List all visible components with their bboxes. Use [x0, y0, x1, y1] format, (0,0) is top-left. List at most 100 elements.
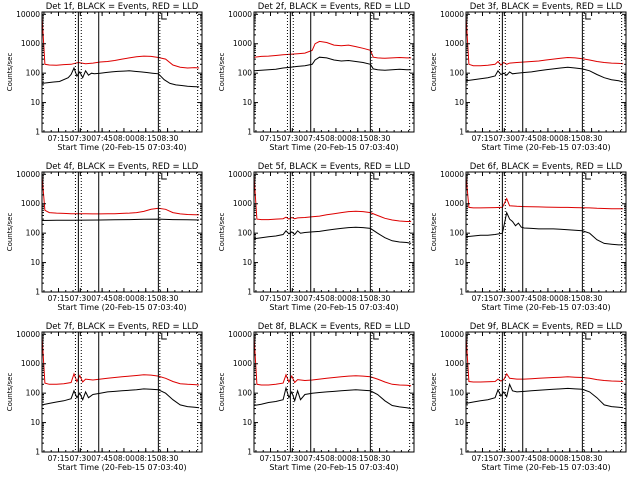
y-tick-label: 100	[238, 229, 253, 238]
y-tick-label: 10000	[228, 10, 252, 19]
y-tick-label: 1000	[445, 359, 464, 368]
state-flag-mark	[373, 13, 379, 20]
x-tick-label: 08:15	[135, 454, 157, 463]
x-tick-label: 08:30	[369, 454, 391, 463]
series-line-events	[41, 388, 200, 409]
y-tick-label: 10	[242, 418, 252, 427]
x-axis-label: Start Time (20-Feb-15 07:03:40)	[481, 463, 610, 472]
x-tick-label: 08:15	[135, 134, 157, 143]
panel-title: Det 5f, BLACK = Events, RED = LLD	[258, 162, 411, 172]
x-axis-label: Start Time (20-Feb-15 07:03:40)	[269, 143, 398, 152]
x-tick-label: 07:45	[303, 294, 325, 303]
panel-title: Det 8f, BLACK = Events, RED = LLD	[258, 322, 411, 332]
x-axis-label: Start Time (20-Feb-15 07:03:40)	[481, 143, 610, 152]
plot-frame	[253, 331, 415, 453]
x-tick-label: 07:45	[515, 294, 537, 303]
x-tick-label: 07:45	[91, 134, 113, 143]
y-axis-label: Counts/sec	[6, 53, 14, 92]
x-tick-label: 07:15	[48, 294, 70, 303]
x-tick-label: 07:30	[493, 454, 515, 463]
panel-title: Det 6f, BLACK = Events, RED = LLD	[470, 162, 623, 172]
y-axis-label: Counts/sec	[430, 53, 438, 92]
y-tick-label: 10000	[440, 170, 464, 179]
detector-panel-5: Det 5f, BLACK = Events, RED = LLD 1 10 100 1…	[218, 162, 415, 312]
x-tick-label: 07:15	[260, 134, 282, 143]
x-tick-label: 08:15	[347, 294, 369, 303]
x-tick-label: 08:15	[347, 134, 369, 143]
x-tick-label: 08:00	[325, 294, 347, 303]
y-tick-label: 1000	[445, 39, 464, 48]
x-tick-label: 08:15	[559, 454, 581, 463]
y-tick-label: 10	[242, 98, 252, 107]
series-line-lld	[41, 15, 200, 69]
x-axis-label: Start Time (20-Feb-15 07:03:40)	[269, 463, 398, 472]
y-tick-label: 10000	[16, 10, 40, 19]
y-tick-label: 1	[247, 288, 252, 297]
x-tick-label: 07:45	[91, 454, 113, 463]
x-tick-label: 07:30	[69, 134, 91, 143]
panel-title: Det 7f, BLACK = Events, RED = LLD	[46, 322, 199, 332]
y-tick-label: 1000	[233, 39, 252, 48]
state-flag-mark	[585, 13, 591, 20]
x-tick-label: 08:30	[581, 454, 603, 463]
x-tick-label: 08:00	[537, 134, 559, 143]
x-tick-label: 07:15	[472, 294, 494, 303]
x-axis-label: Start Time (20-Feb-15 07:03:40)	[57, 143, 186, 152]
x-tick-label: 08:00	[325, 454, 347, 463]
plot-frame	[465, 11, 627, 133]
x-tick-label: 08:00	[113, 294, 135, 303]
y-axis-label: Counts/sec	[6, 373, 14, 412]
y-tick-label: 1000	[445, 199, 464, 208]
x-tick-label: 07:30	[281, 134, 303, 143]
y-tick-label: 1	[247, 448, 252, 457]
y-axis-label: Counts/sec	[218, 373, 226, 412]
detector-panel-1: Det 1f, BLACK = Events, RED = LLD 1 10 100 1…	[6, 2, 203, 152]
series-line-lld	[253, 40, 412, 59]
y-tick-label: 1000	[21, 199, 40, 208]
y-axis-label: Counts/sec	[6, 213, 14, 252]
x-axis-label: Start Time (20-Feb-15 07:03:40)	[57, 463, 186, 472]
state-flag-mark	[161, 173, 167, 180]
x-tick-label: 07:15	[260, 294, 282, 303]
x-tick-label: 07:15	[48, 454, 70, 463]
detector-panel-6: Det 6f, BLACK = Events, RED = LLD 1 10 100 1…	[430, 162, 627, 312]
x-tick-label: 07:30	[281, 454, 303, 463]
y-tick-label: 10	[30, 258, 40, 267]
x-tick-label: 08:00	[537, 454, 559, 463]
x-tick-label: 08:30	[581, 134, 603, 143]
y-tick-label: 1000	[21, 359, 40, 368]
series-line-events	[253, 386, 412, 409]
series-line-events	[465, 382, 624, 409]
x-tick-label: 08:15	[135, 294, 157, 303]
y-axis-label: Counts/sec	[218, 53, 226, 92]
detector-panel-8: Det 8f, BLACK = Events, RED = LLD 1 10 100 1…	[218, 322, 415, 472]
series-line-lld	[41, 335, 200, 386]
x-tick-label: 08:30	[581, 294, 603, 303]
y-tick-label: 1	[35, 288, 40, 297]
plot-frame	[41, 331, 203, 453]
plot-frame	[41, 171, 203, 293]
panel-title: Det 9f, BLACK = Events, RED = LLD	[470, 322, 623, 332]
x-tick-label: 07:30	[69, 294, 91, 303]
plot-frame	[253, 171, 415, 293]
y-tick-label: 100	[26, 229, 41, 238]
panel-title: Det 1f, BLACK = Events, RED = LLD	[46, 2, 199, 12]
y-tick-label: 100	[238, 69, 253, 78]
x-tick-label: 07:30	[493, 294, 515, 303]
plot-frame	[465, 171, 627, 293]
series-line-lld	[253, 175, 412, 222]
y-tick-label: 100	[26, 389, 41, 398]
y-tick-label: 1	[459, 288, 464, 297]
series-line-lld	[465, 15, 624, 67]
y-tick-label: 10000	[440, 330, 464, 339]
panel-title: Det 2f, BLACK = Events, RED = LLD	[258, 2, 411, 12]
panel-title: Det 4f, BLACK = Events, RED = LLD	[46, 162, 199, 172]
series-line-events	[465, 66, 624, 83]
plot-frame	[465, 331, 627, 453]
x-axis-label: Start Time (20-Feb-15 07:03:40)	[269, 303, 398, 312]
y-axis-label: Counts/sec	[430, 213, 438, 252]
x-axis-label: Start Time (20-Feb-15 07:03:40)	[481, 303, 610, 312]
x-tick-label: 08:15	[347, 454, 369, 463]
series-line-lld	[41, 175, 200, 216]
